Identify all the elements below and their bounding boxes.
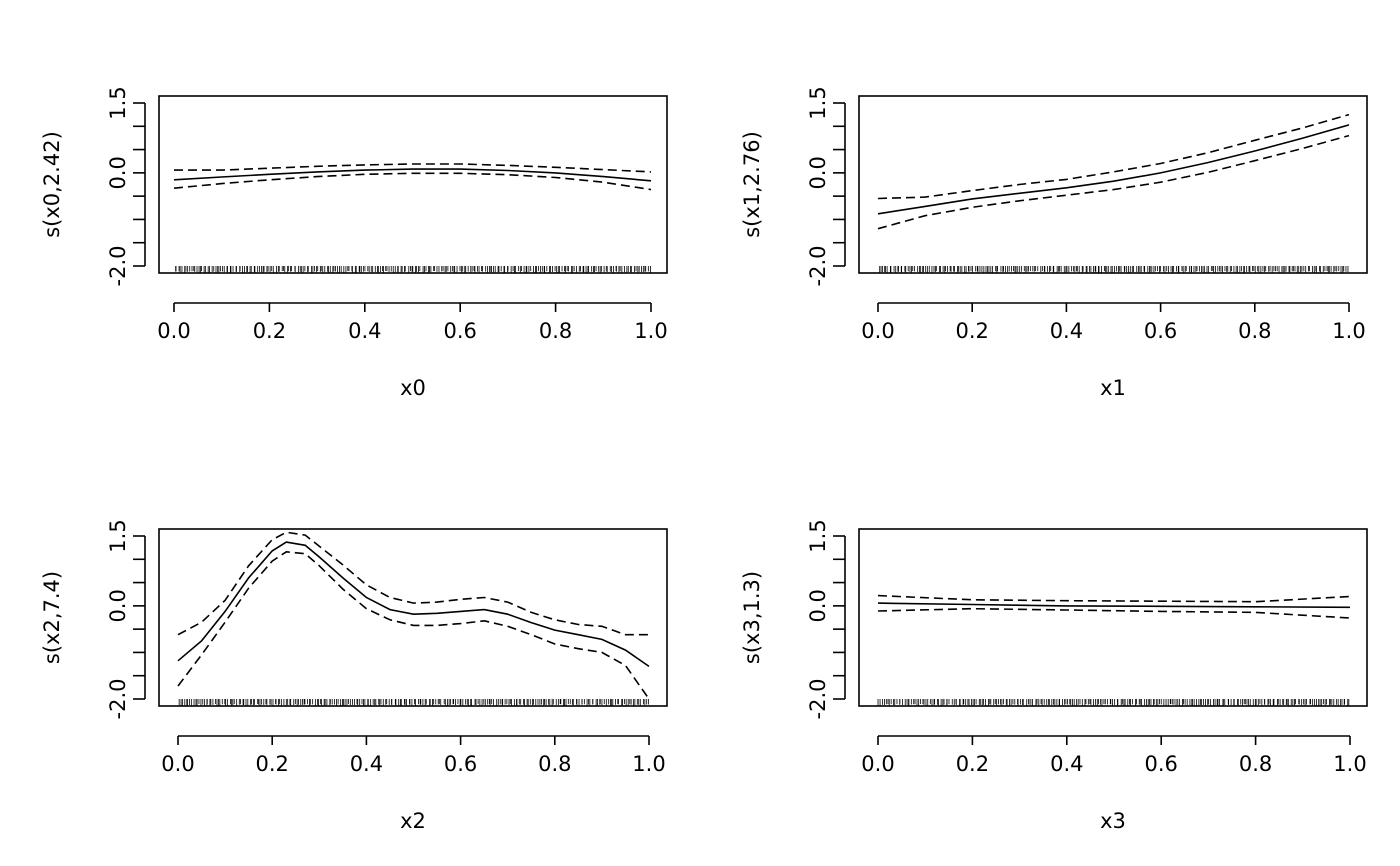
plot-frame [858,528,1368,707]
y-axis-label: s(x0,2.42) [40,131,64,238]
y-tick-label: -2.0 [106,679,130,720]
x-tick-label: 1.0 [1332,319,1365,343]
x-tick-label: 1.0 [1333,752,1366,776]
x-tick-label: 0.6 [444,752,477,776]
series-fit-line [877,124,1350,215]
x-axis-label: x1 [1100,376,1126,400]
y-tick-label: 1.5 [806,86,830,119]
series-fit-line [877,602,1351,609]
plot-frame [858,95,1368,274]
x-axis-label: x2 [400,809,426,833]
panel-x3: 0.0 0.2 0.4 0.6 0.8 1.0 x3 -2.0 0.0 1.5 s(x3,1.3) [740,519,1368,833]
series-lower-line [877,134,1350,230]
y-tick-label: 0.0 [806,589,830,622]
y-tick-label: -2.0 [806,246,830,287]
x-axis-label: x0 [400,376,426,400]
x-tick-label: 0.4 [1050,319,1083,343]
series-fit-line [173,168,652,182]
plot-frame [158,95,668,274]
x-tick-label: 0.4 [350,752,383,776]
series-upper-line [877,594,1351,603]
x-tick-label: 0.8 [538,752,571,776]
x-tick-label: 0.0 [861,319,894,343]
y-tick-label: -2.0 [806,679,830,720]
series-lower-line [877,607,1351,619]
x-tick-label: 1.0 [634,319,667,343]
y-tick-label: 0.0 [106,589,130,622]
panel-x2: 0.0 0.2 0.4 0.6 0.8 1.0 x2 -2.0 0.0 1.5 s(x2,7.4) [40,519,668,833]
series-upper-line [174,163,652,173]
x-tick-label: 0.6 [1144,319,1177,343]
x-tick-label: 0.0 [157,319,190,343]
series-fit-line [177,541,650,668]
panel-x1: 0.0 0.2 0.4 0.6 0.8 1.0 x1 -2.0 0.0 1.5 s(x1,2.76) [740,86,1368,400]
x-tick-label: 0.0 [861,752,894,776]
x-axis-label: x3 [1100,809,1126,833]
y-tick-label: 0.0 [106,156,130,189]
x-tick-label: 0.4 [348,319,381,343]
panel-x0: 0.0 0.2 0.4 0.6 0.8 1.0 x0 -2.0 0.0 1.5 s(x0,2.42) [40,86,668,400]
y-tick-label: 1.5 [806,519,830,552]
y-axis-label: s(x3,1.3) [740,571,764,664]
x-tick-label: 0.4 [1050,752,1083,776]
y-tick-label: -2.0 [106,246,130,287]
x-tick-label: 0.8 [539,319,572,343]
x-tick-label: 0.0 [161,752,194,776]
x-tick-label: 0.8 [1239,752,1272,776]
x-tick-label: 1.0 [632,752,665,776]
y-tick-label: 1.5 [106,86,130,119]
x-tick-label: 0.2 [956,752,989,776]
y-axis-label: s(x1,2.76) [740,131,764,238]
x-tick-label: 0.2 [255,752,288,776]
x-tick-label: 0.6 [1144,752,1177,776]
series-upper-line [177,531,649,636]
x-tick-label: 0.2 [253,319,286,343]
series-lower-line [177,550,650,700]
y-tick-label: 1.5 [106,519,130,552]
x-tick-label: 0.6 [443,319,476,343]
x-tick-label: 0.2 [955,319,988,343]
plot-frame [158,528,668,707]
x-tick-label: 0.8 [1238,319,1271,343]
y-axis-label: s(x2,7.4) [40,571,64,664]
series-lower-line [173,172,652,191]
y-tick-label: 0.0 [806,156,830,189]
series-upper-line [877,113,1350,200]
